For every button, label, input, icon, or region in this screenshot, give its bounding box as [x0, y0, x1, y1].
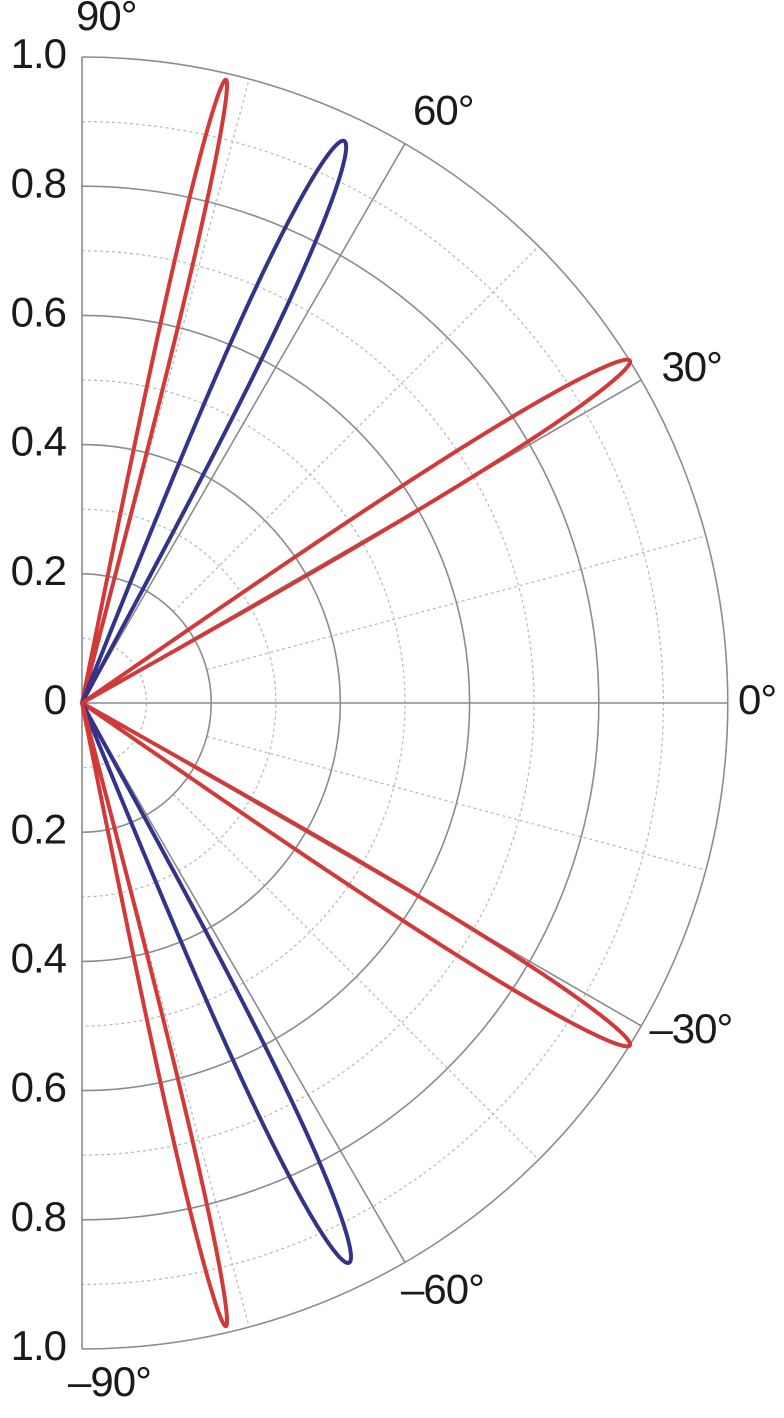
- radius-tick-labels: 0 0.2 0.2 0.4 0.4 0.6 0.6 0.8 0.8 1.0 1.0: [11, 30, 68, 1369]
- r-tick-label: 0.8: [11, 159, 66, 206]
- r-tick-label: 1.0: [11, 1322, 66, 1369]
- lobe-red: [80, 357, 633, 705]
- r-tick-label: 0: [44, 676, 66, 723]
- r-tick-label: 0.8: [11, 1193, 66, 1240]
- r-tick-label: 0.6: [11, 288, 66, 335]
- angle-tick-label: –90°: [68, 1358, 151, 1405]
- angle-tick-label: –30°: [649, 1005, 732, 1052]
- lobe-red: [80, 701, 633, 1049]
- major-grid-spoke: [81, 143, 406, 704]
- r-tick-label: 1.0: [11, 30, 66, 77]
- angle-tick-label: 30°: [661, 343, 722, 390]
- r-tick-label: 0.6: [11, 1064, 66, 1111]
- r-tick-label: 0.2: [11, 805, 66, 852]
- r-tick-label: 0.4: [11, 934, 67, 981]
- lobe-red: [80, 77, 230, 705]
- r-tick-label: 0.2: [11, 547, 66, 594]
- lobe-blue: [80, 138, 349, 705]
- lobes-layer: [80, 77, 633, 1329]
- lobe-red: [80, 701, 230, 1329]
- angle-tick-label: 0°: [738, 676, 776, 723]
- lobe-blue: [80, 701, 353, 1265]
- angle-tick-labels: 90° 60° 30° 0° –30° –60° –90°: [68, 0, 777, 1405]
- r-tick-label: 0.4: [11, 418, 67, 465]
- major-grid-spoke: [81, 702, 406, 1263]
- angle-tick-label: 90°: [76, 0, 137, 39]
- angle-tick-label: 60°: [413, 87, 474, 134]
- angle-tick-label: –60°: [401, 1266, 484, 1313]
